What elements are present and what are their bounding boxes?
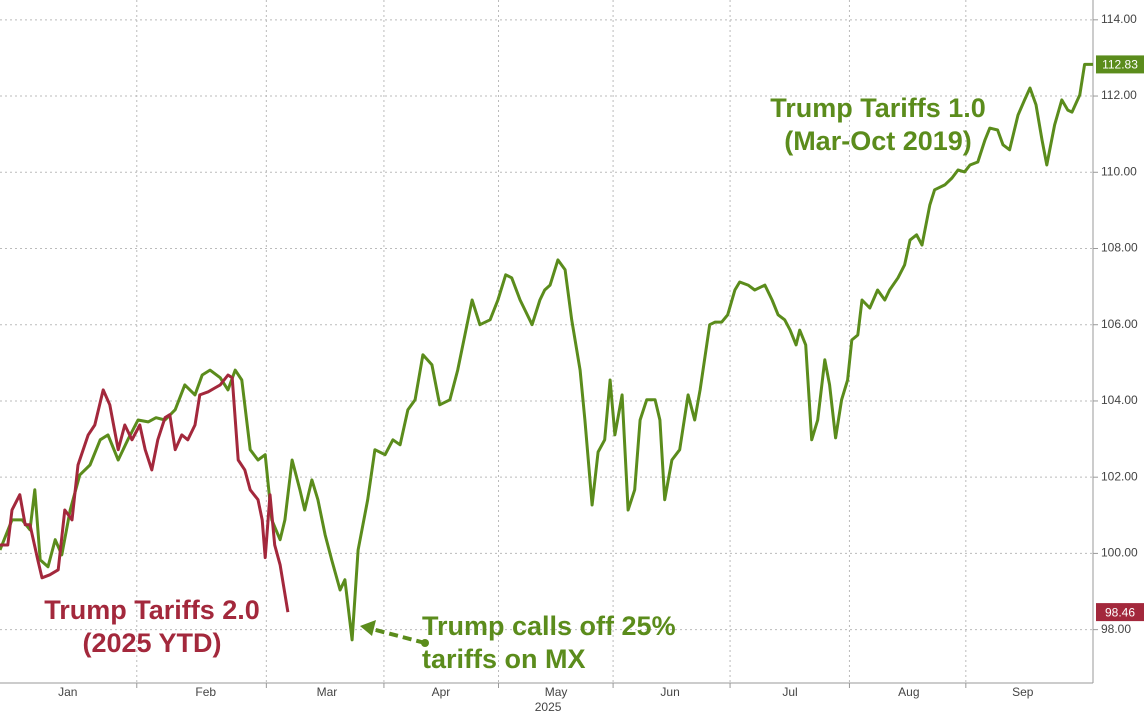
y-tick-label: 110.00 <box>1101 164 1137 178</box>
y-tick-label: 114.00 <box>1101 12 1137 26</box>
x-tick-label: Jun <box>660 685 679 699</box>
annotation-dot <box>421 639 429 647</box>
x-tick-label: Apr <box>432 685 451 699</box>
series-label: Trump Tariffs 1.0 <box>770 93 986 123</box>
x-tick-label: Feb <box>195 685 216 699</box>
last-value-label: 112.83 <box>1102 58 1138 72</box>
x-tick-label: Sep <box>1012 685 1034 699</box>
annotation-arrowhead <box>360 620 376 636</box>
x-tick-label: May <box>545 685 568 699</box>
y-tick-label: 112.00 <box>1101 88 1137 102</box>
series-note: (Mar-Oct 2019) <box>784 126 972 156</box>
y-tick-label: 102.00 <box>1101 469 1138 483</box>
annotation-text: tariffs on MX <box>422 644 586 674</box>
y-tick-label: 100.00 <box>1101 546 1138 560</box>
x-tick-label: Jan <box>58 685 77 699</box>
last-value-label: 98.46 <box>1105 605 1135 619</box>
y-tick-label: 108.00 <box>1101 241 1138 255</box>
annotation-arrow <box>371 627 426 645</box>
series-note: (2025 YTD) <box>82 628 221 658</box>
y-tick-label: 104.00 <box>1101 393 1138 407</box>
series-label: Trump Tariffs 2.0 <box>44 595 260 625</box>
x-tick-label: Mar <box>317 685 338 699</box>
x-axis-label: 2025 <box>535 700 562 714</box>
series-line <box>0 62 1093 642</box>
y-tick-label: 106.00 <box>1101 317 1138 331</box>
x-tick-label: Jul <box>782 685 797 699</box>
x-tick-label: Aug <box>898 685 919 699</box>
last-value-box <box>1096 55 1144 74</box>
annotation-text: Trump calls off 25% <box>422 611 676 641</box>
last-value-box <box>1096 603 1144 622</box>
y-tick-label: 98.00 <box>1101 622 1131 636</box>
series-line <box>0 373 290 613</box>
